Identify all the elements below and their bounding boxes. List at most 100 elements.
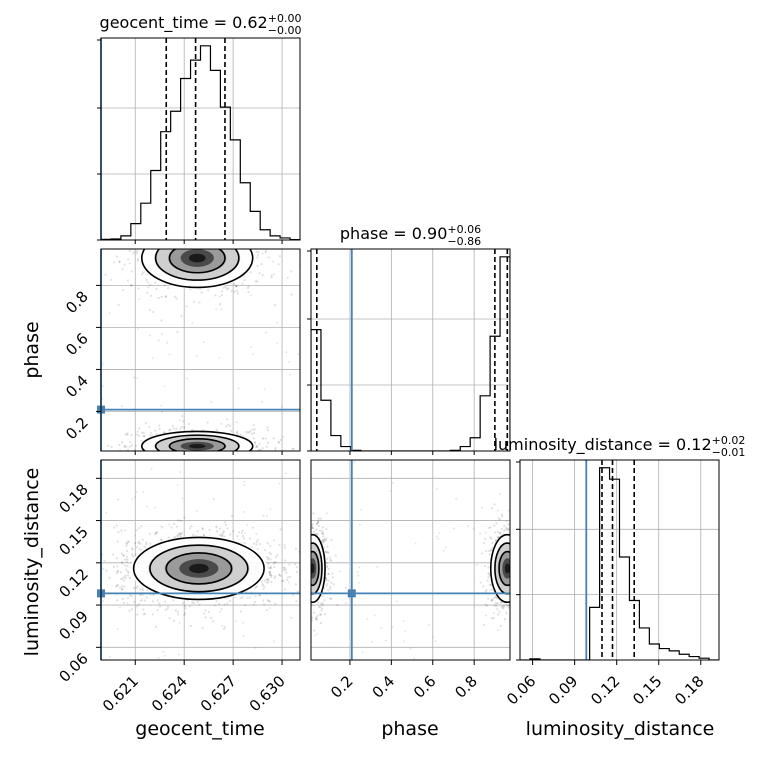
sample-point: [156, 599, 159, 602]
sample-point: [210, 231, 212, 233]
sample-point: [303, 575, 305, 577]
sample-point: [177, 243, 179, 245]
sample-point: [317, 517, 320, 520]
sample-point: [526, 610, 528, 612]
sample-point: [235, 289, 239, 292]
sample-point: [501, 607, 505, 610]
sample-point: [308, 611, 310, 613]
sample-point: [305, 564, 307, 566]
sample-point: [148, 232, 150, 234]
sample-point: [130, 608, 134, 611]
sample-point: [115, 557, 118, 560]
sample-point: [500, 527, 503, 531]
sample-point: [435, 487, 438, 490]
sample-point: [168, 616, 171, 620]
sample-point: [127, 258, 130, 261]
sample-point: [302, 578, 304, 580]
sample-point: [305, 568, 307, 570]
sample-point: [325, 537, 328, 540]
sample-point: [178, 229, 180, 231]
sample-point: [168, 353, 171, 356]
sample-point: [160, 466, 162, 468]
sample-point: [192, 456, 194, 458]
sample-point: [160, 237, 162, 239]
x-tick-label-phase-1: 0.4: [369, 672, 399, 702]
sample-point: [308, 498, 310, 500]
sample-point: [212, 237, 214, 239]
sample-point: [117, 569, 120, 573]
sample-point: [278, 255, 282, 258]
sample-point: [257, 253, 260, 257]
sample-point: [304, 543, 306, 545]
sample-point: [525, 554, 527, 556]
sample-point: [218, 221, 220, 223]
sample-point: [304, 581, 306, 583]
sample-point: [246, 457, 248, 459]
sample-point: [248, 245, 250, 247]
sample-point: [276, 553, 279, 557]
sample-point: [261, 447, 264, 450]
sample-point: [175, 427, 178, 430]
sample-point: [78, 550, 80, 552]
sample-point: [268, 607, 271, 610]
sample-point: [304, 553, 306, 555]
sample-point: [309, 612, 311, 614]
sample-point: [290, 270, 293, 273]
sample-point: [227, 245, 229, 247]
sample-point: [223, 452, 225, 454]
sample-point: [507, 606, 510, 609]
sample-point: [511, 552, 513, 554]
sample-point: [306, 533, 308, 535]
sample-point: [235, 285, 238, 288]
sample-point: [496, 601, 499, 605]
sample-point: [267, 562, 270, 565]
sample-point: [507, 528, 510, 531]
sample-point: [320, 607, 324, 610]
sample-point: [303, 602, 305, 604]
sample-point: [157, 243, 159, 245]
sample-point: [313, 609, 315, 611]
sample-point: [251, 526, 255, 529]
sample-point: [163, 454, 165, 456]
sample-point: [491, 546, 494, 550]
sample-point: [170, 228, 172, 230]
sample-point: [502, 606, 506, 609]
sample-point: [520, 552, 522, 554]
sample-point: [436, 537, 439, 540]
sample-point: [274, 575, 277, 578]
sample-point: [249, 430, 252, 433]
sample-point: [190, 471, 192, 473]
sample-point: [218, 295, 221, 298]
sample-point: [185, 245, 187, 247]
sample-point: [149, 434, 152, 437]
sample-point: [263, 603, 266, 606]
sample-point: [518, 574, 520, 576]
sample-point: [308, 563, 310, 565]
sample-point: [292, 574, 294, 576]
sample-point: [528, 567, 530, 569]
sample-point: [301, 573, 303, 575]
sample-point: [148, 532, 151, 535]
sample-point: [135, 587, 138, 590]
sample-point: [510, 575, 512, 577]
sample-point: [514, 548, 516, 550]
sample-point: [121, 453, 123, 455]
sample-point: [266, 515, 269, 518]
sample-point: [501, 604, 504, 608]
sample-point: [305, 544, 307, 546]
sample-point: [409, 647, 412, 650]
sample-point: [517, 592, 519, 594]
sample-point: [251, 352, 254, 355]
sample-point: [226, 527, 229, 530]
sample-point: [507, 604, 510, 607]
sample-point: [202, 245, 204, 247]
sample-point: [116, 540, 119, 543]
sample-point: [483, 623, 486, 627]
sample-point: [373, 614, 376, 617]
sample-point: [201, 527, 204, 530]
sample-point: [145, 278, 148, 282]
sample-point: [292, 447, 295, 450]
sample-point: [226, 418, 229, 421]
sample-point: [121, 562, 124, 565]
